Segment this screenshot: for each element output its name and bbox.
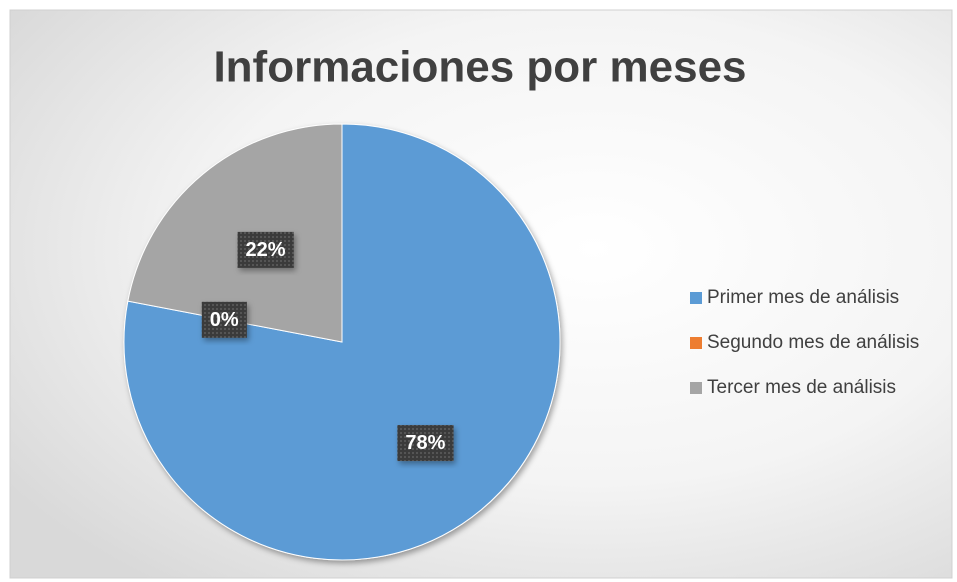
data-label-box <box>397 425 454 462</box>
legend-label: Primer mes de análisis <box>707 287 899 308</box>
data-label-box <box>201 301 247 338</box>
data-label: 22% <box>246 239 286 261</box>
chart-title: Informaciones por meses <box>213 43 746 92</box>
pie-slice <box>127 123 343 343</box>
legend-swatch <box>690 337 702 349</box>
data-label-box <box>237 231 294 268</box>
legend-swatch <box>690 292 702 304</box>
data-label: 0% <box>210 309 239 331</box>
legend-swatch <box>690 382 702 394</box>
pie <box>123 123 561 561</box>
legend-label: Segundo mes de análisis <box>707 332 919 353</box>
legend-label: Tercer mes de análisis <box>707 377 896 398</box>
data-label: 78% <box>405 432 445 454</box>
